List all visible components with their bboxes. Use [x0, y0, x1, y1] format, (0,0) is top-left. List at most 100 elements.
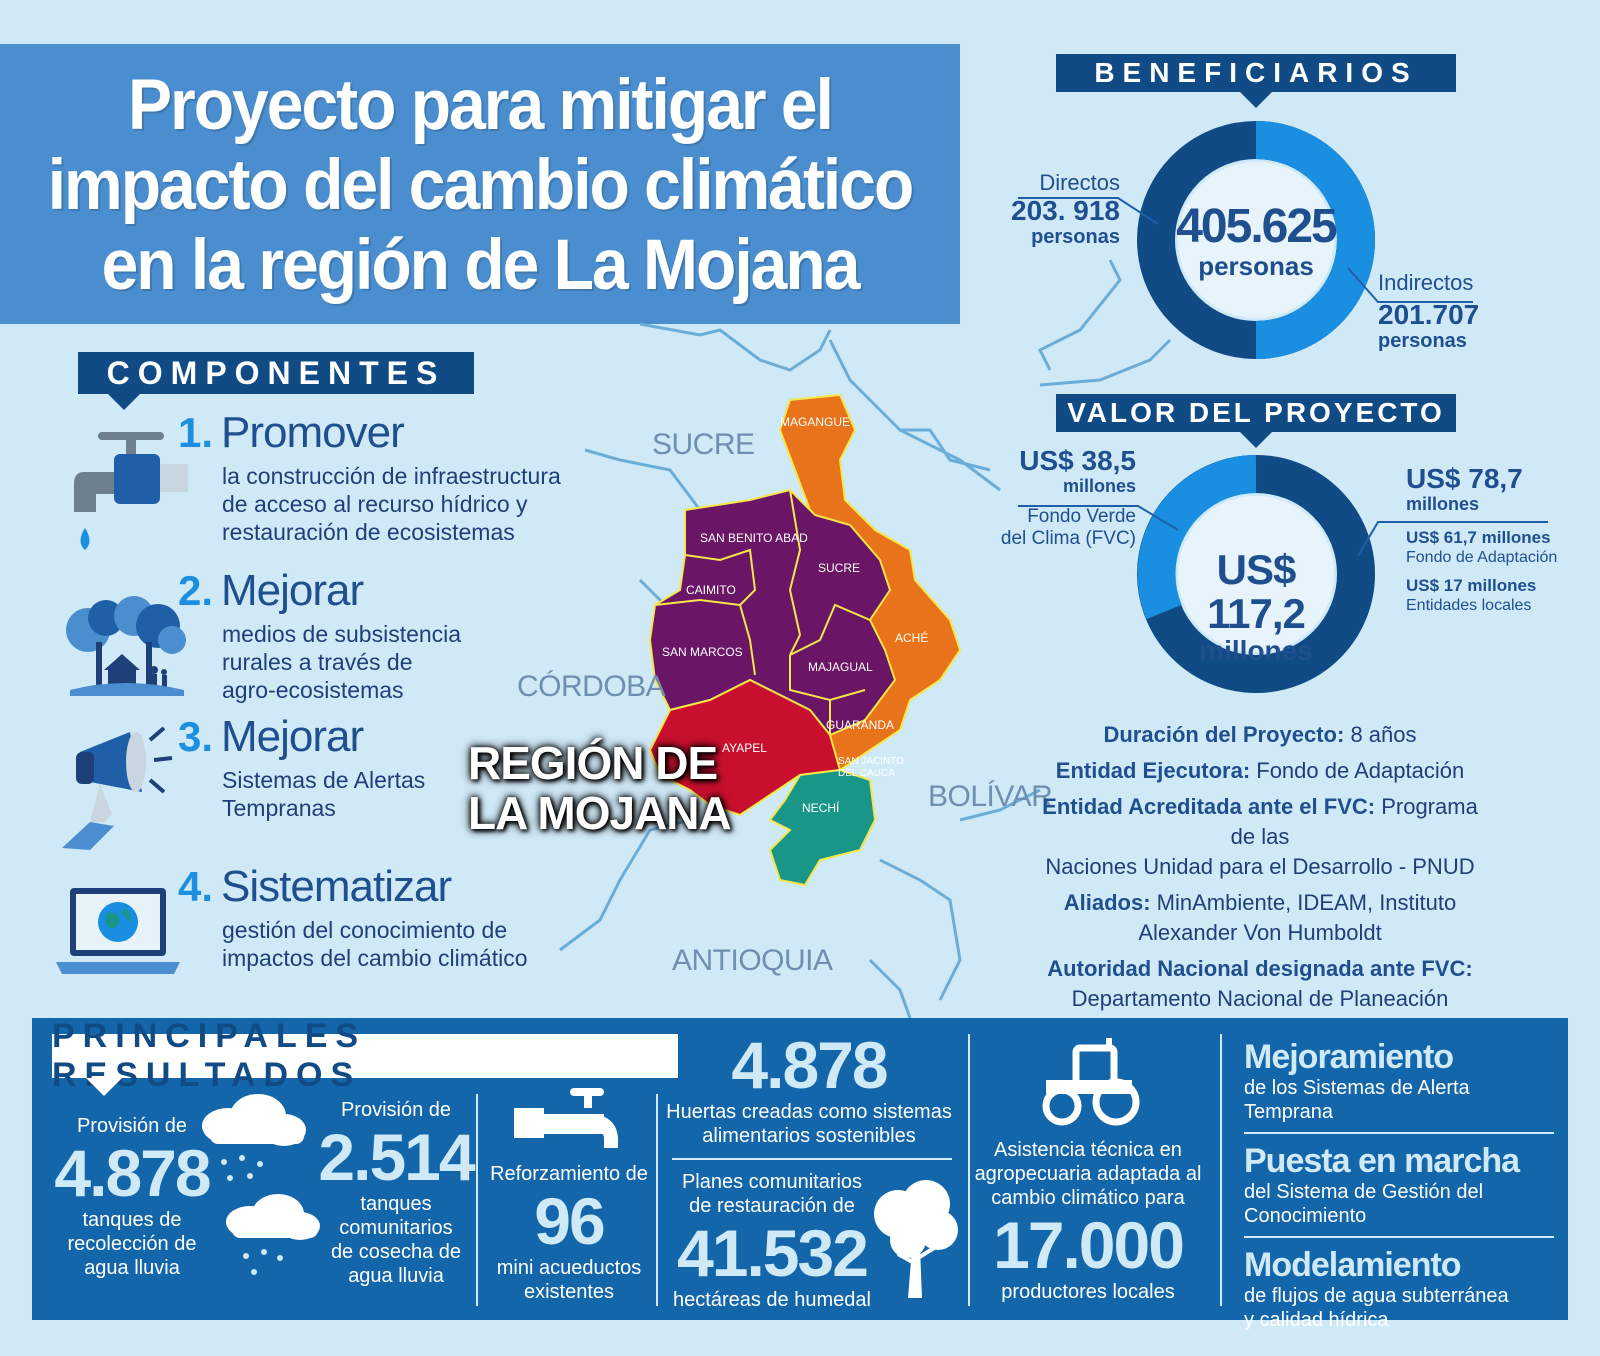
dept-cordoba: CÓRDOBA	[517, 670, 666, 703]
acueductos-pre: Reforzamiento de	[490, 1163, 648, 1185]
divider	[476, 1094, 478, 1306]
modelamiento-sub-2: y calidad hídrica	[1244, 1309, 1389, 1331]
tractor-icon	[1042, 1038, 1140, 1126]
component-1-desc-2: de acceso al recurso hídrico y	[222, 491, 528, 517]
tanques-2-post-1: tanques	[360, 1193, 432, 1215]
mun-ayapel: AYAPEL	[722, 741, 767, 755]
dept-bolivar: BOLÍVAR	[928, 780, 1053, 813]
beneficiarios-leaders	[1018, 197, 1473, 303]
beneficiarios-total-value: 405.625	[1176, 200, 1338, 253]
megaphone-icon	[62, 726, 173, 850]
project-info: Duración del Proyecto: 8 años Entidad Ej…	[1030, 720, 1490, 1014]
mun-del-cauca: DEL CAUCA	[838, 768, 895, 779]
rain-cloud-icon	[202, 1094, 306, 1181]
indirectos-label: Indirectos	[1378, 270, 1474, 295]
humedal-pre-1: Planes comunitarios	[681, 1171, 863, 1193]
asistencia-post: productores locales	[1001, 1281, 1175, 1303]
divider	[1244, 1236, 1554, 1238]
resultados-right: Mejoramiento de los Sistemas de Alerta T…	[1244, 1038, 1554, 1332]
resultados-title: PRINCIPALES RESULTADOS	[52, 1017, 678, 1094]
tanques-1-value: 4.878	[54, 1136, 211, 1210]
humedal-value: 41.532	[677, 1216, 869, 1290]
component-2-head: Mejorar	[221, 566, 364, 615]
entidad-label: Entidad Ejecutora:	[1055, 758, 1251, 783]
mun-san-benito: SAN BENITO ABAD	[700, 531, 808, 545]
directos-block: Directos 203. 918 personas	[1010, 170, 1120, 248]
acreditada-label: Entidad Acreditada ante el FVC:	[1042, 794, 1376, 819]
mejoramiento-sub: de los Sistemas de Alerta Temprana	[1244, 1077, 1470, 1123]
fa-label: Fondo de Adaptación	[1406, 549, 1558, 566]
mun-majagual: MAJAGUAL	[808, 660, 873, 674]
component-1-desc-1: la construcción de infraestructura	[222, 463, 561, 489]
title-line-1: Proyecto para mitigar el	[128, 64, 834, 145]
valor-total-unit: millones	[1199, 635, 1313, 666]
valor-leaders	[1018, 505, 1548, 557]
component-4: 4. Sistematizar gestión del conocimiento …	[178, 862, 528, 972]
acueductos-post-1: mini acueductos	[496, 1257, 642, 1279]
beneficiarios-donut	[1137, 121, 1375, 359]
page-title: Proyecto para mitigar el impacto del cam…	[47, 64, 915, 304]
fvc-unit: millones	[1062, 476, 1136, 496]
asistencia-value: 17.000	[993, 1208, 1185, 1282]
trees-house-icon	[66, 596, 186, 696]
puesta-sub-1: del Sistema de Gestión del	[1244, 1181, 1484, 1203]
component-3-desc-1: Sistemas de Alertas	[222, 767, 426, 793]
component-4-num: 4.	[178, 863, 214, 910]
autoridad-value: Departamento Nacional de Planeación	[1071, 986, 1449, 1011]
acreditada-value-2: Naciones Unidad para el Desarrollo - PNU…	[1045, 854, 1475, 879]
tanques-2-post-2: comunitarios	[339, 1217, 453, 1239]
mun-san-jacinto: SAN JACINTO	[838, 756, 904, 767]
fvc-value: US$ 38,5	[1019, 445, 1136, 476]
divider	[672, 1158, 952, 1160]
title-line-2: impacto del cambio climático	[47, 144, 915, 224]
component-3-desc-2: Tempranas	[222, 795, 336, 821]
mun-caimito: CAIMITO	[686, 583, 736, 597]
divider	[968, 1034, 970, 1306]
ribbon-arrow	[1240, 432, 1272, 448]
resultados-arrow	[86, 1078, 122, 1096]
duracion-label: Duración del Proyecto:	[1103, 722, 1345, 747]
aliados-value: MinAmbiente, IDEAM, Instituto	[1150, 890, 1457, 915]
component-2-desc-2: rurales a través de	[222, 649, 413, 675]
beneficiarios-heading: BENEFICIARIOS	[1094, 57, 1418, 88]
tanques-1-post-3: agua lluvia	[84, 1257, 180, 1279]
duracion-value: 8 años	[1344, 722, 1417, 747]
mun-nechi: NECHÍ	[802, 800, 840, 815]
asistencia-pre-2: agropecuaria adaptada al	[974, 1163, 1202, 1185]
otros-block: US$ 78,7 millones US$ 61,7 millones Fond…	[1406, 464, 1566, 616]
mejoramiento-head: Mejoramiento	[1244, 1038, 1454, 1076]
tanques-2-value: 2.514	[318, 1120, 475, 1194]
result-modelamiento: Modelamiento de flujos de agua subterrán…	[1244, 1246, 1554, 1332]
region-teal	[768, 768, 877, 887]
aliados-value-2: Alexander Von Humboldt	[1138, 920, 1382, 945]
aliados-label: Aliados:	[1063, 890, 1151, 915]
indirectos-block: Indirectos 201.707 personas	[1378, 270, 1488, 352]
divider	[656, 1094, 658, 1306]
valor-total-value: US$ 117,2	[1207, 546, 1306, 637]
dept-antioquia: ANTIOQUIA	[672, 944, 833, 977]
laptop-globe-icon	[56, 888, 180, 974]
title-banner: Proyecto para mitigar el impacto del cam…	[0, 44, 960, 324]
directos-unit: personas	[1031, 226, 1120, 248]
entidad-value: Fondo de Adaptación	[1250, 758, 1465, 783]
indirectos-value: 201.707	[1378, 299, 1480, 330]
title-line-3: en la región de La Mojana	[101, 223, 861, 304]
component-1-num: 1.	[178, 409, 214, 456]
component-1-desc-3: restauración de ecosistemas	[222, 519, 515, 545]
acueductos-post-2: existentes	[523, 1281, 615, 1303]
rain-cloud-icon	[226, 1194, 320, 1275]
mun-magangue: MAGANGUE	[780, 415, 850, 429]
directos-value: 203. 918	[1011, 195, 1120, 226]
component-3-head: Mejorar	[221, 712, 364, 761]
result-puesta: Puesta en marcha del Sistema de Gestión …	[1244, 1142, 1554, 1228]
acueductos-value: 96	[534, 1184, 605, 1258]
component-2-desc-3: agro-ecosistemas	[222, 677, 404, 703]
dept-sucre: SUCRE	[652, 428, 755, 461]
fvc-block: US$ 38,5 millones Fondo Verde del Clima …	[1000, 446, 1136, 550]
resultados-heading: PRINCIPALES RESULTADOS	[52, 1017, 367, 1094]
humedal-post: hectáreas de humedal	[673, 1289, 871, 1311]
acueductos: Reforzamiento de 96 mini acueductos exis…	[488, 1162, 650, 1304]
region-label: REGIÓN DE LA MOJANA	[468, 738, 732, 838]
valor-heading: VALOR DEL PROYECTO	[1067, 397, 1445, 428]
